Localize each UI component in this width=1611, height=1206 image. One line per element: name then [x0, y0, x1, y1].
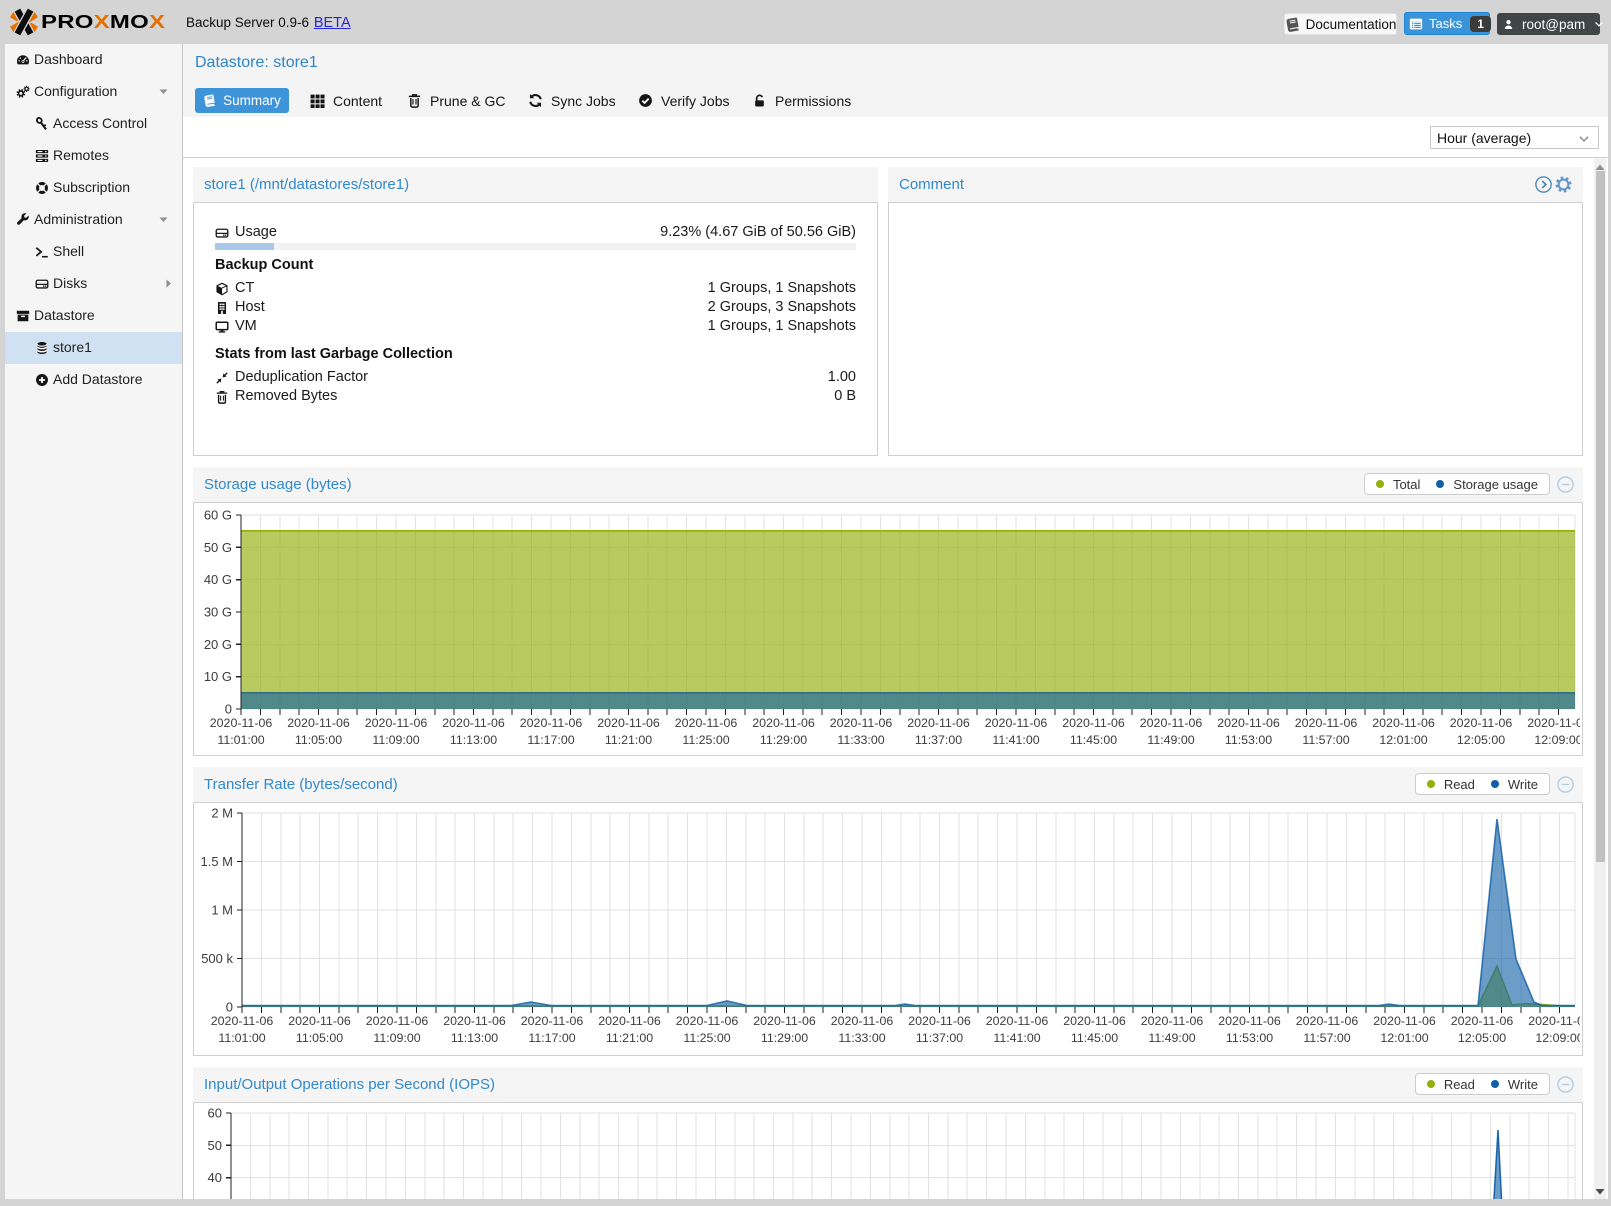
svg-text:11:13:00: 11:13:00 [450, 733, 497, 747]
svg-text:40: 40 [208, 1170, 222, 1185]
svg-text:11:05:00: 11:05:00 [296, 1031, 343, 1045]
svg-text:12:09:00: 12:09:00 [1534, 733, 1580, 747]
svg-text:2020-11-06: 2020-11-06 [1295, 716, 1358, 730]
svg-text:10 G: 10 G [204, 669, 232, 684]
svg-text:2020-11-06: 2020-11-06 [1451, 1014, 1514, 1028]
svg-text:12:01:00: 12:01:00 [1380, 1031, 1428, 1045]
svg-text:2020-11-06: 2020-11-06 [1217, 716, 1280, 730]
svg-text:12:05:00: 12:05:00 [1457, 733, 1505, 747]
svg-text:11:33:00: 11:33:00 [838, 1031, 885, 1045]
svg-text:11:01:00: 11:01:00 [217, 733, 264, 747]
svg-text:2020-11-06: 2020-11-06 [1527, 716, 1580, 730]
svg-text:11:29:00: 11:29:00 [761, 1031, 808, 1045]
svg-text:0: 0 [226, 1000, 233, 1015]
svg-text:2020-11-06: 2020-11-06 [1450, 716, 1513, 730]
svg-text:50 G: 50 G [204, 540, 232, 555]
svg-text:0: 0 [225, 702, 232, 717]
svg-text:11:41:00: 11:41:00 [992, 733, 1039, 747]
svg-text:2020-11-06: 2020-11-06 [520, 716, 583, 730]
svg-text:12:05:00: 12:05:00 [1458, 1031, 1506, 1045]
svg-text:11:21:00: 11:21:00 [606, 1031, 653, 1045]
svg-text:2020-11-06: 2020-11-06 [1373, 1014, 1436, 1028]
svg-text:2020-11-06: 2020-11-06 [1218, 1014, 1281, 1028]
svg-text:2020-11-06: 2020-11-06 [443, 1014, 506, 1028]
svg-text:60: 60 [208, 1106, 222, 1121]
svg-text:11:29:00: 11:29:00 [760, 733, 807, 747]
svg-text:11:17:00: 11:17:00 [527, 733, 574, 747]
svg-text:30 G: 30 G [204, 605, 232, 620]
svg-text:2020-11-06: 2020-11-06 [1372, 716, 1435, 730]
svg-text:2020-11-06: 2020-11-06 [676, 1014, 739, 1028]
svg-text:1 M: 1 M [211, 903, 233, 918]
svg-text:11:17:00: 11:17:00 [528, 1031, 575, 1045]
svg-text:11:25:00: 11:25:00 [682, 733, 729, 747]
svg-text:11:37:00: 11:37:00 [915, 733, 962, 747]
svg-text:2020-11-06: 2020-11-06 [1062, 716, 1125, 730]
svg-text:2020-11-06: 2020-11-06 [210, 716, 273, 730]
svg-text:40 G: 40 G [204, 572, 232, 587]
svg-text:11:41:00: 11:41:00 [993, 1031, 1040, 1045]
svg-text:2020-11-06: 2020-11-06 [598, 1014, 661, 1028]
svg-text:11:49:00: 11:49:00 [1148, 1031, 1195, 1045]
svg-text:2020-11-06: 2020-11-06 [288, 1014, 351, 1028]
svg-text:60 G: 60 G [204, 508, 232, 523]
svg-text:2020-11-06: 2020-11-06 [521, 1014, 584, 1028]
svg-text:11:25:00: 11:25:00 [683, 1031, 730, 1045]
svg-text:2020-11-06: 2020-11-06 [211, 1014, 274, 1028]
svg-text:2020-11-06: 2020-11-06 [907, 716, 970, 730]
svg-text:2020-11-06: 2020-11-06 [986, 1014, 1049, 1028]
svg-text:2020-11-06: 2020-11-06 [830, 716, 893, 730]
svg-text:500 k: 500 k [201, 951, 233, 966]
svg-text:11:49:00: 11:49:00 [1147, 733, 1194, 747]
svg-text:11:45:00: 11:45:00 [1070, 733, 1117, 747]
svg-text:2020-11-06: 2020-11-06 [366, 1014, 429, 1028]
svg-text:2020-11-06: 2020-11-06 [1296, 1014, 1359, 1028]
svg-text:2020-11-06: 2020-11-06 [1140, 716, 1203, 730]
svg-text:2020-11-06: 2020-11-06 [442, 716, 505, 730]
svg-text:2020-11-06: 2020-11-06 [753, 1014, 816, 1028]
svg-text:2020-11-06: 2020-11-06 [752, 716, 815, 730]
svg-text:2020-11-06: 2020-11-06 [831, 1014, 894, 1028]
svg-text:12:01:00: 12:01:00 [1379, 733, 1427, 747]
svg-text:1.5 M: 1.5 M [200, 854, 233, 869]
svg-text:11:09:00: 11:09:00 [373, 1031, 420, 1045]
svg-text:11:13:00: 11:13:00 [451, 1031, 498, 1045]
svg-text:11:57:00: 11:57:00 [1302, 733, 1349, 747]
svg-text:2 M: 2 M [211, 806, 233, 821]
svg-text:2020-11-06: 2020-11-06 [1063, 1014, 1126, 1028]
svg-text:2020-11-06: 2020-11-06 [985, 716, 1048, 730]
svg-text:11:37:00: 11:37:00 [916, 1031, 963, 1045]
svg-text:11:45:00: 11:45:00 [1071, 1031, 1118, 1045]
svg-text:2020-11-06: 2020-11-06 [1141, 1014, 1204, 1028]
svg-text:11:21:00: 11:21:00 [605, 733, 652, 747]
svg-text:2020-11-06: 2020-11-06 [287, 716, 350, 730]
svg-text:2020-11-06: 2020-11-06 [365, 716, 428, 730]
svg-text:11:01:00: 11:01:00 [218, 1031, 265, 1045]
svg-text:11:05:00: 11:05:00 [295, 733, 342, 747]
svg-text:11:57:00: 11:57:00 [1303, 1031, 1350, 1045]
svg-text:11:09:00: 11:09:00 [372, 733, 419, 747]
svg-text:11:33:00: 11:33:00 [837, 733, 884, 747]
svg-text:2020-11-06: 2020-11-06 [1528, 1014, 1580, 1028]
svg-text:11:53:00: 11:53:00 [1226, 1031, 1273, 1045]
svg-text:2020-11-06: 2020-11-06 [597, 716, 660, 730]
svg-text:2020-11-06: 2020-11-06 [675, 716, 738, 730]
svg-text:2020-11-06: 2020-11-06 [908, 1014, 971, 1028]
svg-text:20 G: 20 G [204, 637, 232, 652]
svg-text:11:53:00: 11:53:00 [1225, 733, 1272, 747]
svg-text:50: 50 [208, 1138, 222, 1153]
svg-text:12:09:00: 12:09:00 [1535, 1031, 1580, 1045]
